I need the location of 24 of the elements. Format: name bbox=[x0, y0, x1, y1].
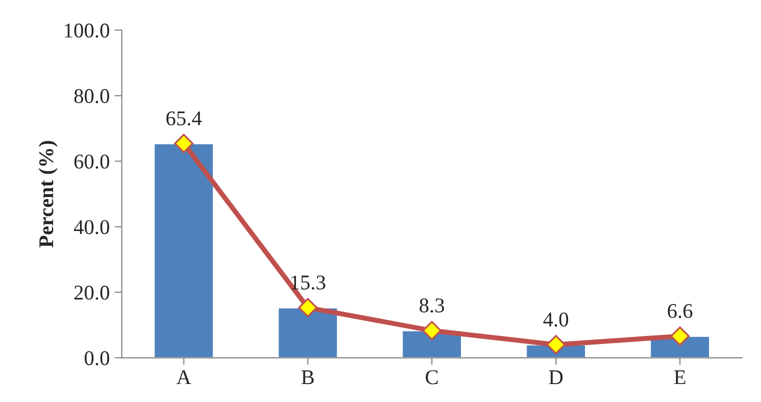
point bbox=[174, 134, 194, 154]
bar bbox=[277, 306, 338, 358]
y-tick-label: 80.0 bbox=[74, 89, 110, 104]
y-tick-label: 40.0 bbox=[74, 220, 110, 234]
x-tick-label: E bbox=[674, 370, 686, 384]
x-tick-label: D bbox=[548, 370, 563, 384]
y-axis-title: Percent (%) bbox=[38, 140, 58, 248]
y-tick-label: 100.0 bbox=[64, 24, 110, 38]
data-label: 4.0 bbox=[543, 312, 568, 327]
point bbox=[422, 320, 442, 340]
x-tick-label: B bbox=[301, 370, 314, 384]
x-tick-label: C bbox=[426, 370, 438, 384]
data-label: 8.3 bbox=[420, 298, 444, 313]
y-tick-label: 60.0 bbox=[74, 154, 110, 169]
y-tick-label: 0.0 bbox=[84, 351, 110, 366]
data-label: 15.3 bbox=[291, 276, 326, 290]
data-label: 6.6 bbox=[668, 304, 692, 318]
x-tick-label: A bbox=[176, 370, 192, 384]
data-label: 65.4 bbox=[166, 111, 202, 126]
point bbox=[670, 326, 690, 346]
y-tick-label: 20.0 bbox=[74, 286, 110, 300]
bar bbox=[153, 142, 214, 358]
point bbox=[298, 298, 318, 318]
point bbox=[546, 335, 566, 354]
